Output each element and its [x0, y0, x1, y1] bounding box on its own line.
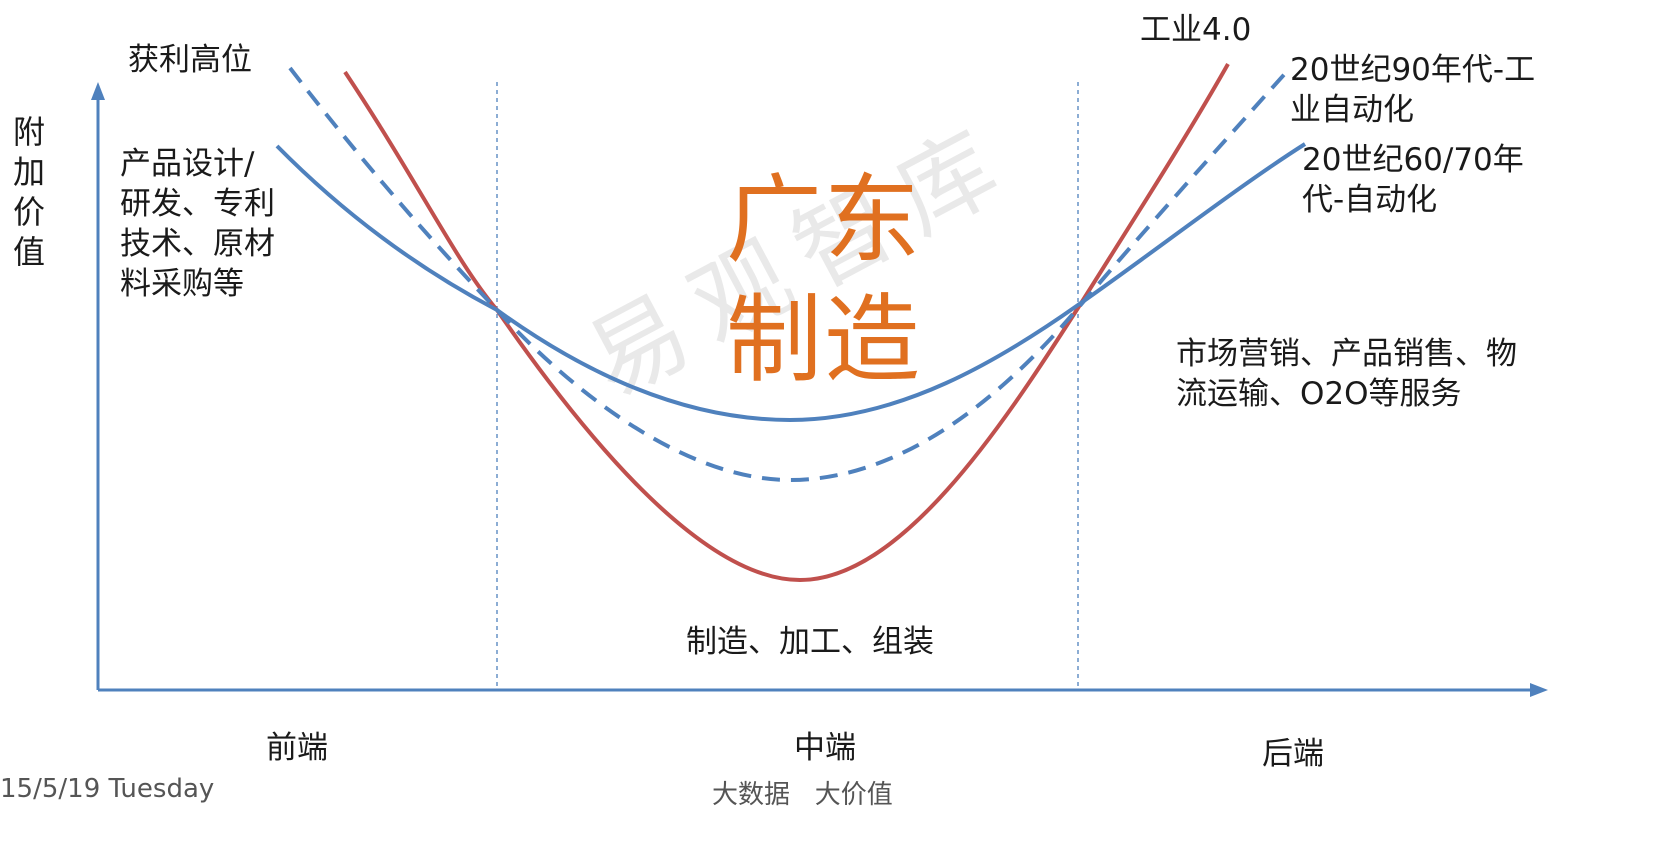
center-title: 广东制造	[726, 164, 922, 396]
back-end-activities-label: 市场营销、产品销售、物 流运输、O2O等服务	[1176, 336, 1517, 412]
x-axis-label-front: 前端	[266, 730, 328, 766]
y-axis-arrow	[91, 82, 105, 100]
curve-industry-4-0	[343, 63, 1230, 583]
middle-activities-label: 制造、加工、组装	[686, 624, 934, 660]
curve-label-industry-4-0: 工业4.0	[1140, 12, 1252, 48]
footer-date: 15/5/19 Tuesday	[0, 774, 215, 804]
x-axis-label-middle: 中端	[794, 730, 856, 766]
curve-1990s-automation	[288, 66, 1292, 483]
curve-label-1960s-70s: 20世纪60/70年 代-自动化	[1302, 142, 1524, 218]
x-axis-arrow	[1530, 683, 1548, 697]
peak-profit-label: 获利高位	[128, 42, 252, 78]
curve-1960s-70s-automation	[275, 142, 1307, 423]
y-axis-label: 附加价值	[12, 113, 45, 271]
curve-label-1990s: 20世纪90年代-工 业自动化	[1290, 52, 1536, 128]
front-end-activities-label: 产品设计/ 研发、专利 技术、原材 料采购等	[120, 146, 275, 302]
footer-slogan: 大数据 大价值	[712, 780, 893, 810]
x-axis-label-back: 后端	[1262, 736, 1324, 772]
